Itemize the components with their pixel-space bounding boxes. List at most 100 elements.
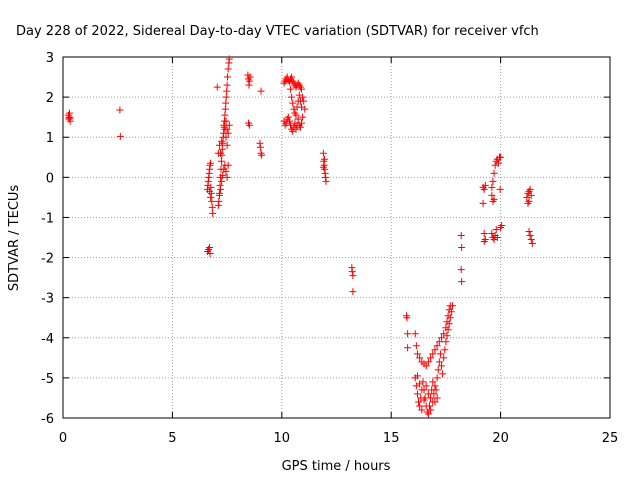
data-point (224, 73, 232, 81)
data-point (448, 302, 456, 310)
data-point (422, 362, 430, 370)
data-point (526, 231, 534, 239)
data-point (207, 183, 215, 191)
data-point (116, 106, 124, 114)
data-point (429, 378, 437, 386)
data-point (427, 394, 435, 402)
data-point (222, 99, 230, 107)
data-point (256, 143, 264, 151)
data-point (427, 354, 435, 362)
data-point (447, 308, 455, 316)
data-point (297, 119, 305, 127)
x-tick-label: 25 (602, 431, 619, 446)
data-point (433, 342, 441, 350)
data-point (524, 199, 532, 207)
data-point (300, 97, 308, 105)
y-tick-labels: -6 -5 -4 -3 -2 -1 0 1 2 3 (41, 51, 54, 427)
data-point (527, 236, 535, 244)
data-point (349, 288, 357, 296)
x-axis-label: GPS time / hours (282, 459, 391, 474)
data-point (416, 380, 424, 388)
data-point (489, 177, 497, 185)
data-point (435, 338, 443, 346)
data-point (287, 85, 295, 93)
data-point (218, 177, 226, 185)
data-point (297, 85, 305, 93)
data-point (489, 197, 497, 205)
data-point (440, 354, 448, 362)
data-point (413, 350, 421, 358)
data-point (296, 123, 304, 131)
x-tick-label: 20 (492, 431, 509, 446)
data-point (218, 145, 226, 153)
data-point (66, 117, 74, 125)
data-point (458, 244, 466, 252)
data-point (209, 209, 217, 217)
data-point (222, 93, 230, 101)
data-point (481, 181, 489, 189)
data-point (206, 159, 214, 167)
data-point (206, 187, 214, 195)
data-point (526, 185, 534, 193)
data-point (319, 149, 327, 157)
x-tick-labels: 0 5 10 15 20 25 (59, 431, 618, 446)
data-point (224, 65, 232, 73)
data-point (289, 99, 297, 107)
data-point (439, 370, 447, 378)
y-tick-label: -4 (41, 332, 54, 347)
data-point (424, 390, 432, 398)
y-axis-label: SDTVAR / TECUs (7, 185, 22, 292)
data-point (498, 221, 506, 229)
data-point (431, 346, 439, 354)
data-point (292, 111, 300, 119)
data-point (225, 121, 233, 129)
data-point (299, 93, 307, 101)
plot-frame (62, 56, 611, 419)
data-point (435, 358, 443, 366)
data-point (217, 185, 225, 193)
data-point (285, 117, 293, 125)
data-point (446, 314, 454, 322)
data-point (413, 372, 421, 380)
data-point (245, 77, 253, 85)
data-point (258, 151, 266, 159)
data-point (217, 157, 225, 165)
data-point (288, 73, 296, 81)
data-point (299, 113, 307, 121)
data-point (416, 354, 424, 362)
data-point (443, 332, 451, 340)
data-point (223, 125, 231, 133)
y-tick-label: -3 (41, 292, 54, 307)
data-point (206, 244, 214, 252)
data-point (292, 125, 300, 133)
data-point (438, 334, 446, 342)
data-point (320, 155, 328, 163)
data-point (490, 169, 498, 177)
data-point (432, 386, 440, 394)
data-point (219, 171, 227, 179)
data-point (207, 193, 215, 201)
data-point (422, 382, 430, 390)
data-point (222, 133, 230, 141)
data-point (492, 225, 500, 233)
y-tick-label: -5 (41, 372, 54, 387)
data-point (221, 111, 229, 119)
data-point (438, 362, 446, 370)
data-point (208, 203, 216, 211)
data-point (224, 129, 232, 137)
data-point (284, 113, 292, 121)
data-point (497, 153, 505, 161)
data-point (215, 141, 223, 149)
y-tick-label: -2 (41, 252, 54, 267)
x-tick-label: 10 (274, 431, 291, 446)
x-tick-label: 0 (59, 431, 67, 446)
data-point (215, 191, 223, 199)
data-point (488, 191, 496, 199)
x-tick-label: 5 (168, 431, 176, 446)
data-point (411, 330, 419, 338)
y-tick-label: 0 (46, 171, 54, 186)
data-point (415, 398, 423, 406)
y-tick-label: 2 (46, 91, 54, 106)
data-point (445, 320, 453, 328)
